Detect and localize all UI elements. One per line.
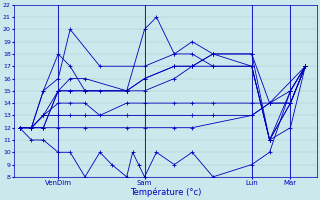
X-axis label: Température (°c): Température (°c) — [130, 188, 201, 197]
